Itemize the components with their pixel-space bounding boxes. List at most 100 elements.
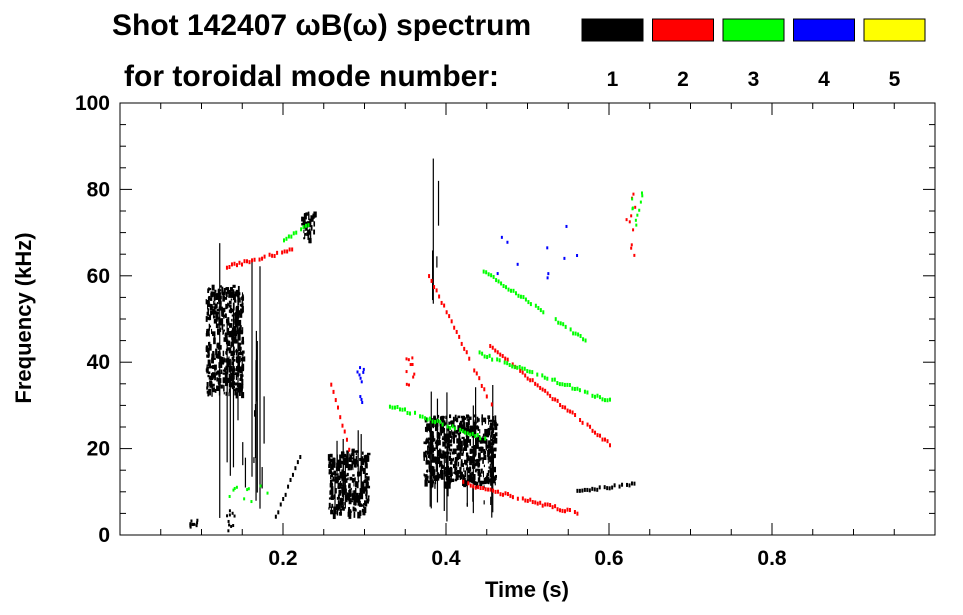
spectral-mark xyxy=(501,492,504,497)
spectral-mark xyxy=(443,456,445,511)
spectral-mark xyxy=(573,386,576,391)
spectral-mark xyxy=(340,504,342,508)
spectral-mark xyxy=(490,273,493,278)
spectral-mark xyxy=(435,456,437,472)
spectral-mark xyxy=(237,366,241,373)
spectral-mark xyxy=(295,230,298,235)
spectral-mark xyxy=(443,432,446,440)
spectral-mark xyxy=(365,461,367,464)
spectral-mark xyxy=(460,475,463,480)
spectral-mark xyxy=(313,211,317,218)
spectral-mark xyxy=(330,464,332,471)
spectral-mark xyxy=(207,307,209,313)
spectral-mark xyxy=(456,473,459,477)
spectral-mark xyxy=(426,430,428,433)
spectral-mark xyxy=(491,357,494,362)
spectral-mark xyxy=(546,276,549,280)
spectral-mark xyxy=(581,488,584,493)
spectral-mark xyxy=(516,365,519,370)
spectral-mark xyxy=(205,316,208,322)
spectral-mark xyxy=(541,387,544,392)
plot-frame xyxy=(119,102,936,536)
spectral-mark xyxy=(238,319,242,326)
spectral-mark xyxy=(219,295,222,300)
spectral-mark xyxy=(220,369,223,375)
spectral-mark xyxy=(544,388,547,393)
spectral-mark xyxy=(513,365,516,370)
spectral-mark xyxy=(483,454,487,460)
spectral-mark xyxy=(223,337,226,342)
spectral-mark xyxy=(308,221,312,227)
spectral-mark xyxy=(414,410,417,415)
spectral-mark xyxy=(582,337,585,342)
spectral-mark xyxy=(328,469,332,474)
spectral-mark xyxy=(462,447,464,452)
spectral-mark xyxy=(246,259,249,264)
spectral-mark xyxy=(561,405,564,410)
spectral-mark xyxy=(571,410,574,415)
spectral-mark xyxy=(286,249,289,254)
spectral-mark xyxy=(407,358,410,362)
spectral-mark xyxy=(578,488,581,493)
spectral-mark xyxy=(641,194,644,198)
spectral-mark xyxy=(206,332,210,336)
spectral-mark xyxy=(339,471,343,479)
spectral-mark xyxy=(358,373,361,377)
spectral-mark xyxy=(362,488,365,493)
spectral-mark xyxy=(230,298,233,301)
spectral-mark xyxy=(332,463,334,466)
spectral-mark xyxy=(603,398,606,403)
spectral-mark xyxy=(237,356,241,363)
spectral-mark xyxy=(334,398,337,403)
spectral-mark xyxy=(490,431,494,435)
spectral-mark xyxy=(362,483,365,487)
spectral-mark xyxy=(638,208,641,212)
spectral-mark xyxy=(292,231,295,236)
spectral-mark xyxy=(231,333,233,340)
spectral-mark xyxy=(208,287,212,291)
spectral-mark xyxy=(438,473,441,479)
spectral-mark xyxy=(465,422,469,428)
spectral-mark xyxy=(510,288,513,293)
spectral-mark xyxy=(576,254,579,258)
spectral-mark xyxy=(500,235,503,239)
spectral-mark xyxy=(488,466,491,469)
spectral-mark xyxy=(351,477,355,483)
spectral-mark xyxy=(591,486,594,491)
spectral-mark xyxy=(411,362,414,366)
spectral-mark xyxy=(457,452,461,460)
spectral-mark xyxy=(208,316,210,321)
spectral-mark xyxy=(489,425,493,431)
spectral-mark xyxy=(223,329,225,332)
spectral-mark xyxy=(562,322,565,327)
spectral-mark xyxy=(465,452,469,457)
spectral-mark xyxy=(576,386,579,391)
spectral-mark xyxy=(332,512,336,520)
spectral-mark xyxy=(238,301,240,306)
spectral-mark xyxy=(345,464,347,468)
spectral-mark xyxy=(593,487,596,492)
spectral-mark xyxy=(427,445,429,451)
spectral-mark xyxy=(521,370,524,375)
spectral-mark xyxy=(239,325,242,332)
spectral-mark xyxy=(481,414,484,420)
spectral-mark xyxy=(490,433,493,438)
spectral-mark xyxy=(483,500,485,505)
spectral-mark xyxy=(528,369,531,374)
spectral-mark xyxy=(493,476,497,481)
spectral-mark xyxy=(357,498,360,503)
spectral-mark xyxy=(346,472,349,477)
spectral-mark xyxy=(193,522,196,526)
spectral-mark xyxy=(244,457,247,488)
spectral-mark xyxy=(469,483,472,488)
spectral-mark xyxy=(213,337,216,345)
spectral-mark xyxy=(455,470,458,476)
spectral-mark xyxy=(486,474,489,481)
spectral-mark xyxy=(231,308,234,313)
spectral-mark xyxy=(448,455,452,459)
spectral-mark xyxy=(492,448,497,452)
spectral-mark xyxy=(440,472,444,480)
spectral-mark xyxy=(338,475,342,479)
spectral-mark xyxy=(639,200,642,204)
spectral-mark xyxy=(490,481,492,486)
